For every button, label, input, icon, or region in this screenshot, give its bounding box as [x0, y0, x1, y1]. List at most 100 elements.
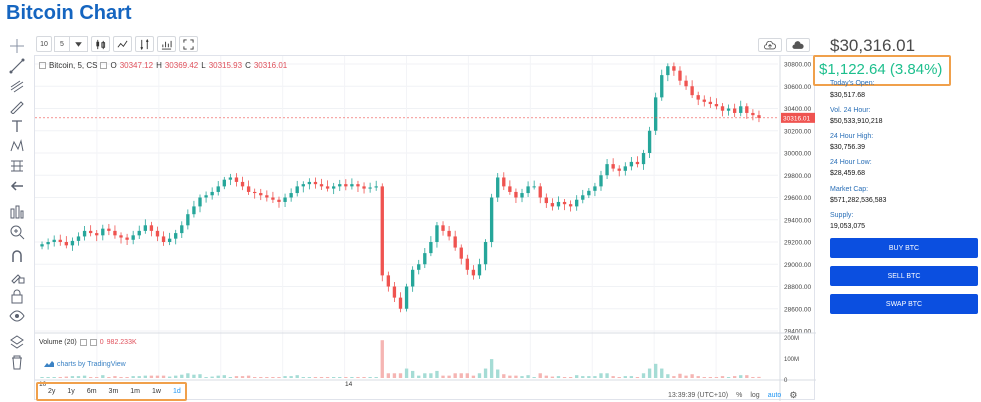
legend-settings-icon[interactable]	[100, 62, 108, 69]
chart-frame[interactable]: 30800.00 30600.00 30400.00 30200.00 30000.00…	[34, 55, 816, 401]
volume-settings-icon[interactable]	[89, 339, 97, 346]
candle-body	[550, 203, 555, 207]
candle-body	[186, 214, 190, 226]
pattern-icon[interactable]	[9, 138, 25, 154]
price-change: $1,122.64 (3.84%)	[819, 61, 943, 78]
layers-icon[interactable]	[9, 334, 25, 350]
volume-bar	[520, 376, 524, 378]
volume-bar	[338, 377, 342, 378]
range-1m[interactable]: 1m	[130, 388, 141, 395]
volume-bar	[593, 376, 597, 378]
volume-bar	[483, 368, 488, 378]
swap-button[interactable]: SWAP BTC	[830, 294, 978, 314]
percent-toggle[interactable]: %	[736, 392, 743, 399]
auto-toggle[interactable]: auto	[767, 392, 782, 399]
cloud-upload-icon[interactable]	[758, 38, 782, 52]
caret-down-icon[interactable]	[69, 36, 88, 52]
candle-body	[161, 236, 166, 242]
volume-bar	[46, 377, 50, 378]
candle-body	[435, 225, 439, 242]
range-1d[interactable]: 1d	[172, 388, 181, 395]
candle-body	[167, 238, 172, 242]
volume-bar	[453, 373, 457, 378]
y-tick-label: 28800.00	[784, 284, 811, 291]
volume-bar	[380, 340, 384, 378]
volume-bar	[678, 373, 682, 378]
magnet-icon[interactable]	[9, 248, 25, 264]
lock-drawing-icon[interactable]	[9, 268, 25, 284]
fullscreen-icon[interactable]	[179, 36, 198, 52]
volume-bar	[149, 375, 154, 378]
collapse-legend-icon[interactable]	[39, 62, 46, 69]
range-1w[interactable]: 1w	[152, 388, 161, 395]
tradingview-logo-icon	[44, 361, 54, 367]
volume-bar	[58, 377, 62, 378]
candle-body	[46, 242, 50, 245]
volume-bar	[350, 377, 354, 378]
candle-body	[70, 240, 75, 246]
candle-body	[325, 186, 330, 189]
compare-icon[interactable]	[135, 36, 154, 52]
candle-body	[137, 230, 141, 236]
range-1y[interactable]: 1y	[67, 388, 75, 395]
trash-icon[interactable]	[9, 354, 25, 370]
volume-bar	[374, 377, 378, 378]
gear-icon[interactable]: ⚙	[789, 390, 798, 400]
price-chart[interactable]: 30800.00 30600.00 30400.00 30200.00 30000.00…	[35, 56, 816, 401]
line-style-icon[interactable]	[113, 36, 132, 52]
measure-icon[interactable]	[9, 158, 25, 174]
candle-body	[544, 197, 548, 204]
candles-icon[interactable]	[91, 36, 110, 52]
brush-icon[interactable]	[9, 98, 25, 114]
buy-button[interactable]: BUY BTC	[830, 238, 978, 258]
resolution-value[interactable]: 5	[54, 36, 70, 52]
indicators-icon[interactable]	[157, 36, 176, 52]
volume-bar	[514, 375, 518, 378]
sell-button[interactable]: SELL BTC	[830, 266, 978, 286]
zoom-in-icon[interactable]	[9, 224, 25, 240]
candle-body	[192, 206, 196, 215]
candle-body	[459, 247, 463, 259]
volume-bar	[204, 377, 208, 378]
tradingview-brand[interactable]: charts by TradingView	[44, 361, 126, 368]
volume-bar	[623, 376, 627, 378]
lock-icon[interactable]	[9, 288, 25, 304]
range-6m[interactable]: 6m	[86, 388, 97, 395]
candle-body	[228, 177, 233, 180]
log-toggle[interactable]: log	[750, 392, 760, 399]
range-2y[interactable]: 2y	[48, 388, 56, 395]
candle-body	[113, 230, 117, 236]
fib-icon[interactable]	[9, 78, 25, 94]
volume-bar	[568, 377, 573, 378]
volume-collapse-icon[interactable]	[79, 339, 87, 346]
candle-body	[222, 179, 226, 187]
crosshair-icon[interactable]	[9, 38, 25, 54]
volume-bar	[174, 375, 178, 378]
volume-bar	[647, 368, 652, 378]
volume-bar	[198, 374, 202, 378]
eye-icon[interactable]	[9, 308, 25, 324]
back-arrow-icon[interactable]	[9, 178, 25, 194]
volume-bar	[313, 377, 318, 378]
volume-bar	[82, 375, 87, 378]
resolution-select[interactable]: 5	[54, 36, 88, 54]
candle-body	[514, 191, 518, 198]
chart-toolbar: 10 5	[36, 36, 198, 54]
volume-bar	[629, 376, 634, 378]
candle-body	[398, 297, 403, 309]
volume-bar	[265, 377, 269, 378]
candle-body	[532, 186, 536, 188]
candle-body	[271, 197, 275, 200]
volume-bar	[216, 375, 220, 378]
text-icon[interactable]	[9, 118, 25, 134]
range-3m[interactable]: 3m	[108, 388, 119, 395]
candle-body	[581, 195, 585, 200]
candle-body	[483, 242, 488, 265]
trendline-icon[interactable]	[9, 58, 25, 74]
cloud-download-icon[interactable]	[786, 38, 810, 52]
interval-button[interactable]: 10	[36, 36, 52, 52]
time-readout: 13:39:39 (UTC+10)	[668, 392, 729, 399]
zoom-icon[interactable]	[9, 204, 25, 220]
candle-body	[180, 225, 184, 234]
legend-high-label: H	[156, 61, 162, 70]
